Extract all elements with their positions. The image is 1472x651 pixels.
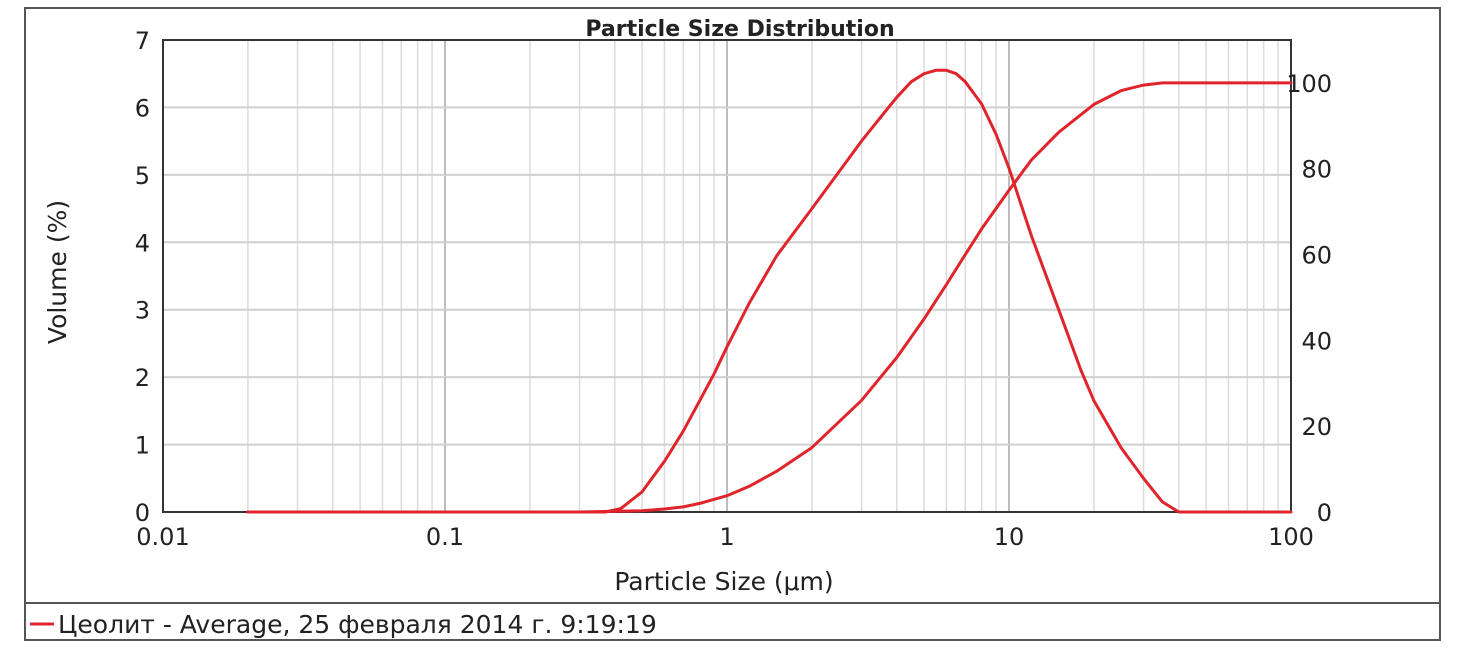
cumulative-distribution-line (246, 81, 1293, 514)
y2-tick-label: 80 (1301, 156, 1332, 184)
chart-outer-frame (24, 7, 1441, 641)
y2-tick-label: 100 (1286, 70, 1332, 98)
y-axis-label: Volume (%) (43, 200, 72, 344)
y-tick-label: 2 (135, 364, 150, 392)
plot-area-border (162, 39, 1292, 513)
legend-label: Цеолит - Average, 25 февраля 2014 г. 9:1… (58, 610, 657, 639)
y-tick-label: 6 (135, 94, 150, 122)
y-tick-label: 3 (135, 297, 150, 325)
x-tick-label: 0.01 (136, 523, 189, 551)
y-tick-label: 1 (135, 432, 150, 460)
x-tick-label: 10 (994, 523, 1025, 551)
legend: Цеолит - Average, 25 февраля 2014 г. 9:1… (30, 610, 657, 639)
x-tick-label: 100 (1268, 523, 1314, 551)
y-tick-label: 0 (135, 499, 150, 527)
y-tick-label: 4 (135, 229, 150, 257)
y2-tick-label: 20 (1301, 413, 1332, 441)
y2-tick-label: 40 (1301, 327, 1332, 355)
y2-tick-label: 60 (1301, 242, 1332, 270)
volume-distribution-line (246, 68, 1293, 514)
y-tick-label: 7 (135, 27, 150, 55)
y2-tick-label: 0 (1317, 499, 1332, 527)
y-tick-label: 5 (135, 162, 150, 190)
x-tick-label: 0.1 (426, 523, 464, 551)
x-axis-label: Particle Size (μm) (614, 567, 833, 596)
series-layer (246, 68, 1293, 514)
chart-title: Particle Size Distribution (585, 17, 894, 42)
x-tick-label: 1 (719, 523, 734, 551)
